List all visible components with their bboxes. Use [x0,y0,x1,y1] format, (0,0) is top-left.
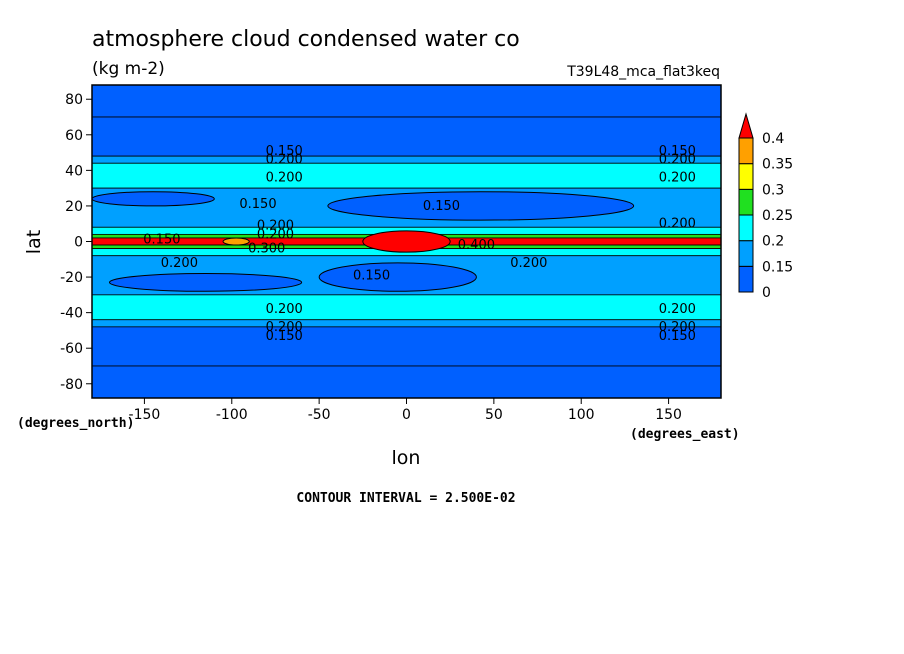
contour-band-13 [92,326,721,367]
contour-band-14 [92,365,721,398]
x-tick-label: -100 [216,407,248,423]
contour-label-13: 0.150 [659,144,696,159]
colorbar-label: 0.2 [762,234,784,250]
contour-label-20: 0.200 [659,302,696,317]
contour-label-7: 0.300 [248,242,285,257]
contour-label-14: 0.200 [659,153,696,168]
contour-feature-1 [222,237,250,246]
contour-band-11 [92,294,721,321]
contour-label-8: 0.150 [143,233,180,248]
y-tick-label: 40 [65,163,83,179]
x-tick-label: -50 [308,407,331,423]
contour-band-1 [92,116,721,157]
contour-feature-3 [318,262,477,292]
contour-feature-4 [108,273,303,292]
run-label: T39L48_mca_flat3keq [566,64,720,80]
contour-band-0 [92,85,721,118]
contour-label-21: 0.200 [659,320,696,335]
contour-label-4: 0.150 [423,199,460,214]
x-tick-label: 50 [485,407,503,423]
x-tick-label: 100 [568,407,595,423]
x-unit-label: (degrees_east) [630,427,740,442]
contour-label-1: 0.200 [266,153,303,168]
x-tick-label: 0 [402,407,411,423]
y-tick-label: 0 [74,235,83,251]
y-tick-label: 80 [65,92,83,108]
chart-title: atmosphere cloud condensed water co [92,27,520,52]
colorbar-swatch [738,240,754,267]
colorbar-swatch [738,214,754,242]
contour-feature-0 [362,230,451,253]
y-tick-label: -20 [60,270,83,286]
colorbar-swatch [738,137,754,165]
colorbar-label: 0.15 [762,259,793,275]
contour-label-18: 0.200 [266,320,303,335]
colorbar-max-arrow [738,112,754,139]
contour-label-15: 0.200 [659,170,696,185]
contour-label-12: 0.150 [353,268,390,283]
colorbar: 0 0.15 0.2 0.25 0.3 0.35 0.4 [738,112,793,301]
colorbar-swatch [738,188,754,216]
contour-label-5: 0.200 [257,218,294,233]
contour-label-11: 0.200 [510,256,547,271]
x-axis-ticks: -150 -100 -50 0 50 100 150 [129,398,682,423]
colorbar-swatch [738,265,754,293]
contour-label-0: 0.150 [266,144,303,159]
contour-interval: CONTOUR INTERVAL = 2.500E-02 [296,491,515,506]
y-tick-label: -40 [60,306,83,322]
y-tick-label: 20 [65,199,83,215]
x-tick-label: 150 [655,407,682,423]
contour-band-12 [92,319,721,328]
contour-label-16: 0.200 [659,217,696,232]
x-axis-label: lon [392,447,421,469]
contour-band-2 [92,155,721,164]
contour-label-17: 0.200 [266,302,303,317]
colorbar-swatch [738,163,754,190]
contour-feature-2 [327,191,635,221]
contour-label-19: 0.150 [266,329,303,344]
colorbar-label: 0.4 [762,131,784,147]
y-axis-ticks: 80 60 40 20 0 -20 -40 -60 -80 [60,92,92,393]
x-tick-label: -150 [129,407,161,423]
contour-band-3 [92,162,721,189]
contour-label-2: 0.200 [266,170,303,185]
contour-label-3: 0.150 [239,197,276,212]
y-tick-label: -80 [60,377,83,393]
y-axis-label: lat [23,230,45,254]
contour-label-6: 0.200 [257,227,294,242]
contour-label-10: 0.400 [458,238,495,253]
contour-label-9: 0.200 [161,256,198,271]
filled-contours [92,85,721,398]
contour-feature-5 [92,191,215,207]
y-tick-label: -60 [60,341,83,357]
colorbar-label: 0 [762,285,771,301]
contour-label-22: 0.150 [659,329,696,344]
units-label: (kg m-2) [92,59,165,79]
y-tick-label: 60 [65,128,83,144]
colorbar-label: 0.35 [762,157,793,173]
y-unit-label: (degrees_north) [17,416,134,431]
colorbar-label: 0.3 [762,182,784,198]
colorbar-label: 0.25 [762,208,793,224]
